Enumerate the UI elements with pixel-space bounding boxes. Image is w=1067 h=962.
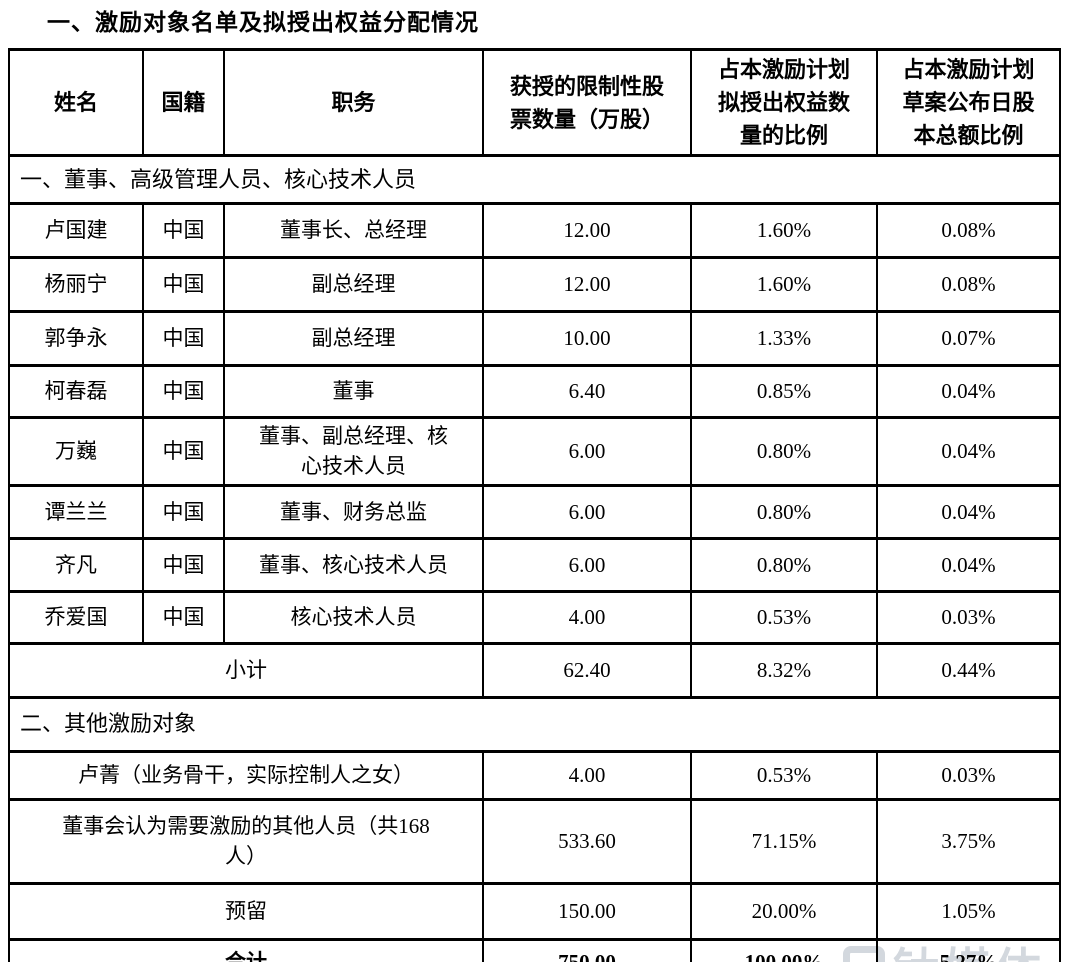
pct-plan-value: 0.53% — [690, 589, 878, 645]
person-position: 董事、副总经理、核 心技术人员 — [223, 416, 484, 487]
pct-capital-value: 0.04% — [876, 364, 1061, 419]
header-shares: 获授的限制性股 票数量（万股） — [482, 48, 692, 157]
person-nationality: 中国 — [142, 483, 225, 540]
pct-capital-value: 0.08% — [876, 256, 1061, 313]
person-name: 杨丽宁 — [8, 256, 144, 313]
shares-value: 6.40 — [482, 364, 692, 419]
pct-plan-value: 0.85% — [690, 364, 878, 419]
person-nationality: 中国 — [142, 202, 225, 259]
pct-capital-value: 0.04% — [876, 416, 1061, 487]
shares-value: 12.00 — [482, 256, 692, 313]
page-title: 一、激励对象名单及拟授出权益分配情况 — [47, 9, 479, 35]
person-position: 董事、财务总监 — [223, 483, 484, 540]
pct-capital-value: 1.05% — [876, 881, 1061, 941]
shares-value: 6.00 — [482, 416, 692, 487]
person-nationality: 中国 — [142, 416, 225, 487]
person-name: 乔爱国 — [8, 589, 144, 645]
table-row: 预留 150.00 20.00% 1.05% — [8, 881, 1061, 941]
header-position: 职务 — [223, 48, 484, 157]
shares-value: 10.00 — [482, 310, 692, 367]
recipient-label: 董事会认为需要激励的其他人员（共168 人） — [8, 797, 484, 885]
pct-capital-value: 0.04% — [876, 536, 1061, 593]
pct-capital-value: 3.75% — [876, 797, 1061, 885]
section-2-label-row: 二、其他激励对象 — [8, 695, 1061, 753]
table-row: 万巍 中国 董事、副总经理、核 心技术人员 6.00 0.80% 0.04% — [8, 416, 1061, 487]
shares-value: 150.00 — [482, 881, 692, 941]
table-row: 郭争永 中国 副总经理 10.00 1.33% 0.07% — [8, 310, 1061, 367]
subtotal-label: 小计 — [8, 641, 484, 699]
pct-capital-value: 0.03% — [876, 749, 1061, 801]
pct-plan-value: 8.32% — [690, 641, 878, 699]
table-header-row: 姓名 国籍 职务 获授的限制性股 票数量（万股） 占本激励计划 拟授出权益数 量… — [8, 48, 1061, 157]
pct-plan-value: 1.60% — [690, 256, 878, 313]
header-name: 姓名 — [8, 48, 144, 157]
pct-plan-value: 0.80% — [690, 536, 878, 593]
pct-capital-value: 0.08% — [876, 202, 1061, 259]
header-pct-capital: 占本激励计划 草案公布日股 本总额比例 — [876, 48, 1061, 157]
person-position: 董事 — [223, 364, 484, 419]
pct-capital-value: 5.27% — [876, 937, 1061, 962]
person-nationality: 中国 — [142, 589, 225, 645]
shares-value: 6.00 — [482, 536, 692, 593]
person-nationality: 中国 — [142, 536, 225, 593]
pct-capital-value: 0.07% — [876, 310, 1061, 367]
shares-value: 533.60 — [482, 797, 692, 885]
pct-plan-value: 20.00% — [690, 881, 878, 941]
shares-value: 12.00 — [482, 202, 692, 259]
person-name: 柯春磊 — [8, 364, 144, 419]
table-row: 柯春磊 中国 董事 6.40 0.85% 0.04% — [8, 364, 1061, 419]
table-row: 谭兰兰 中国 董事、财务总监 6.00 0.80% 0.04% — [8, 483, 1061, 540]
person-position: 董事长、总经理 — [223, 202, 484, 259]
pct-plan-value: 100.00% — [690, 937, 878, 962]
pct-plan-value: 0.80% — [690, 483, 878, 540]
incentive-allocation-table: 姓名 国籍 职务 获授的限制性股 票数量（万股） 占本激励计划 拟授出权益数 量… — [8, 48, 1061, 962]
table-row: 杨丽宁 中国 副总经理 12.00 1.60% 0.08% — [8, 256, 1061, 313]
shares-value: 750.00 — [482, 937, 692, 962]
recipient-label: 预留 — [8, 881, 484, 941]
person-position: 副总经理 — [223, 310, 484, 367]
header-pct-plan: 占本激励计划 拟授出权益数 量的比例 — [690, 48, 878, 157]
subtotal-row: 小计 62.40 8.32% 0.44% — [8, 641, 1061, 699]
shares-value: 4.00 — [482, 589, 692, 645]
person-name: 卢国建 — [8, 202, 144, 259]
person-name: 齐凡 — [8, 536, 144, 593]
pct-plan-value: 71.15% — [690, 797, 878, 885]
pct-capital-value: 0.04% — [876, 483, 1061, 540]
section-1-label-row: 一、董事、高级管理人员、核心技术人员 — [8, 154, 1061, 205]
total-label: 合计 — [8, 937, 484, 962]
person-nationality: 中国 — [142, 310, 225, 367]
recipient-label: 卢菁（业务骨干，实际控制人之女） — [8, 749, 484, 801]
pct-plan-value: 0.80% — [690, 416, 878, 487]
total-row: 合计 750.00 100.00% 5.27% — [8, 937, 1061, 962]
pct-capital-value: 0.44% — [876, 641, 1061, 699]
person-name: 郭争永 — [8, 310, 144, 367]
pct-plan-value: 0.53% — [690, 749, 878, 801]
shares-value: 6.00 — [482, 483, 692, 540]
shares-value: 4.00 — [482, 749, 692, 801]
table-row: 董事会认为需要激励的其他人员（共168 人） 533.60 71.15% 3.7… — [8, 797, 1061, 885]
pct-plan-value: 1.33% — [690, 310, 878, 367]
shares-value: 62.40 — [482, 641, 692, 699]
person-nationality: 中国 — [142, 256, 225, 313]
table-row: 乔爱国 中国 核心技术人员 4.00 0.53% 0.03% — [8, 589, 1061, 645]
person-position: 核心技术人员 — [223, 589, 484, 645]
table-row: 卢国建 中国 董事长、总经理 12.00 1.60% 0.08% — [8, 202, 1061, 259]
table-row: 卢菁（业务骨干，实际控制人之女） 4.00 0.53% 0.03% — [8, 749, 1061, 801]
person-position: 董事、核心技术人员 — [223, 536, 484, 593]
header-nationality: 国籍 — [142, 48, 225, 157]
section-1-label: 一、董事、高级管理人员、核心技术人员 — [8, 154, 1061, 205]
table-row: 齐凡 中国 董事、核心技术人员 6.00 0.80% 0.04% — [8, 536, 1061, 593]
section-2-label: 二、其他激励对象 — [8, 695, 1061, 753]
person-nationality: 中国 — [142, 364, 225, 419]
person-name: 谭兰兰 — [8, 483, 144, 540]
pct-plan-value: 1.60% — [690, 202, 878, 259]
pct-capital-value: 0.03% — [876, 589, 1061, 645]
person-position: 副总经理 — [223, 256, 484, 313]
person-name: 万巍 — [8, 416, 144, 487]
